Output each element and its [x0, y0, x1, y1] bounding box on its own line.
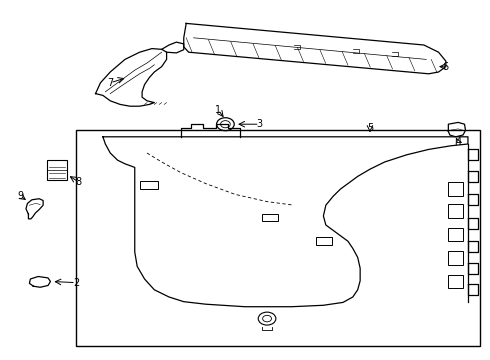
Bar [448, 275, 463, 288]
Bar [262, 214, 278, 221]
Text: 5: 5 [367, 123, 373, 133]
Text: 4: 4 [455, 137, 461, 147]
Bar [76, 130, 480, 346]
Text: 8: 8 [75, 177, 81, 187]
Text: 9: 9 [18, 191, 24, 201]
Text: 1: 1 [215, 105, 221, 115]
Bar [47, 160, 67, 180]
Bar [448, 251, 463, 265]
Bar [316, 237, 332, 245]
Text: 7: 7 [107, 78, 113, 88]
Text: 3: 3 [257, 119, 263, 129]
Bar [448, 228, 463, 241]
Text: 2: 2 [73, 278, 79, 288]
Text: 6: 6 [443, 62, 449, 72]
Bar [448, 204, 463, 218]
Bar [140, 181, 158, 189]
Bar [448, 182, 463, 196]
